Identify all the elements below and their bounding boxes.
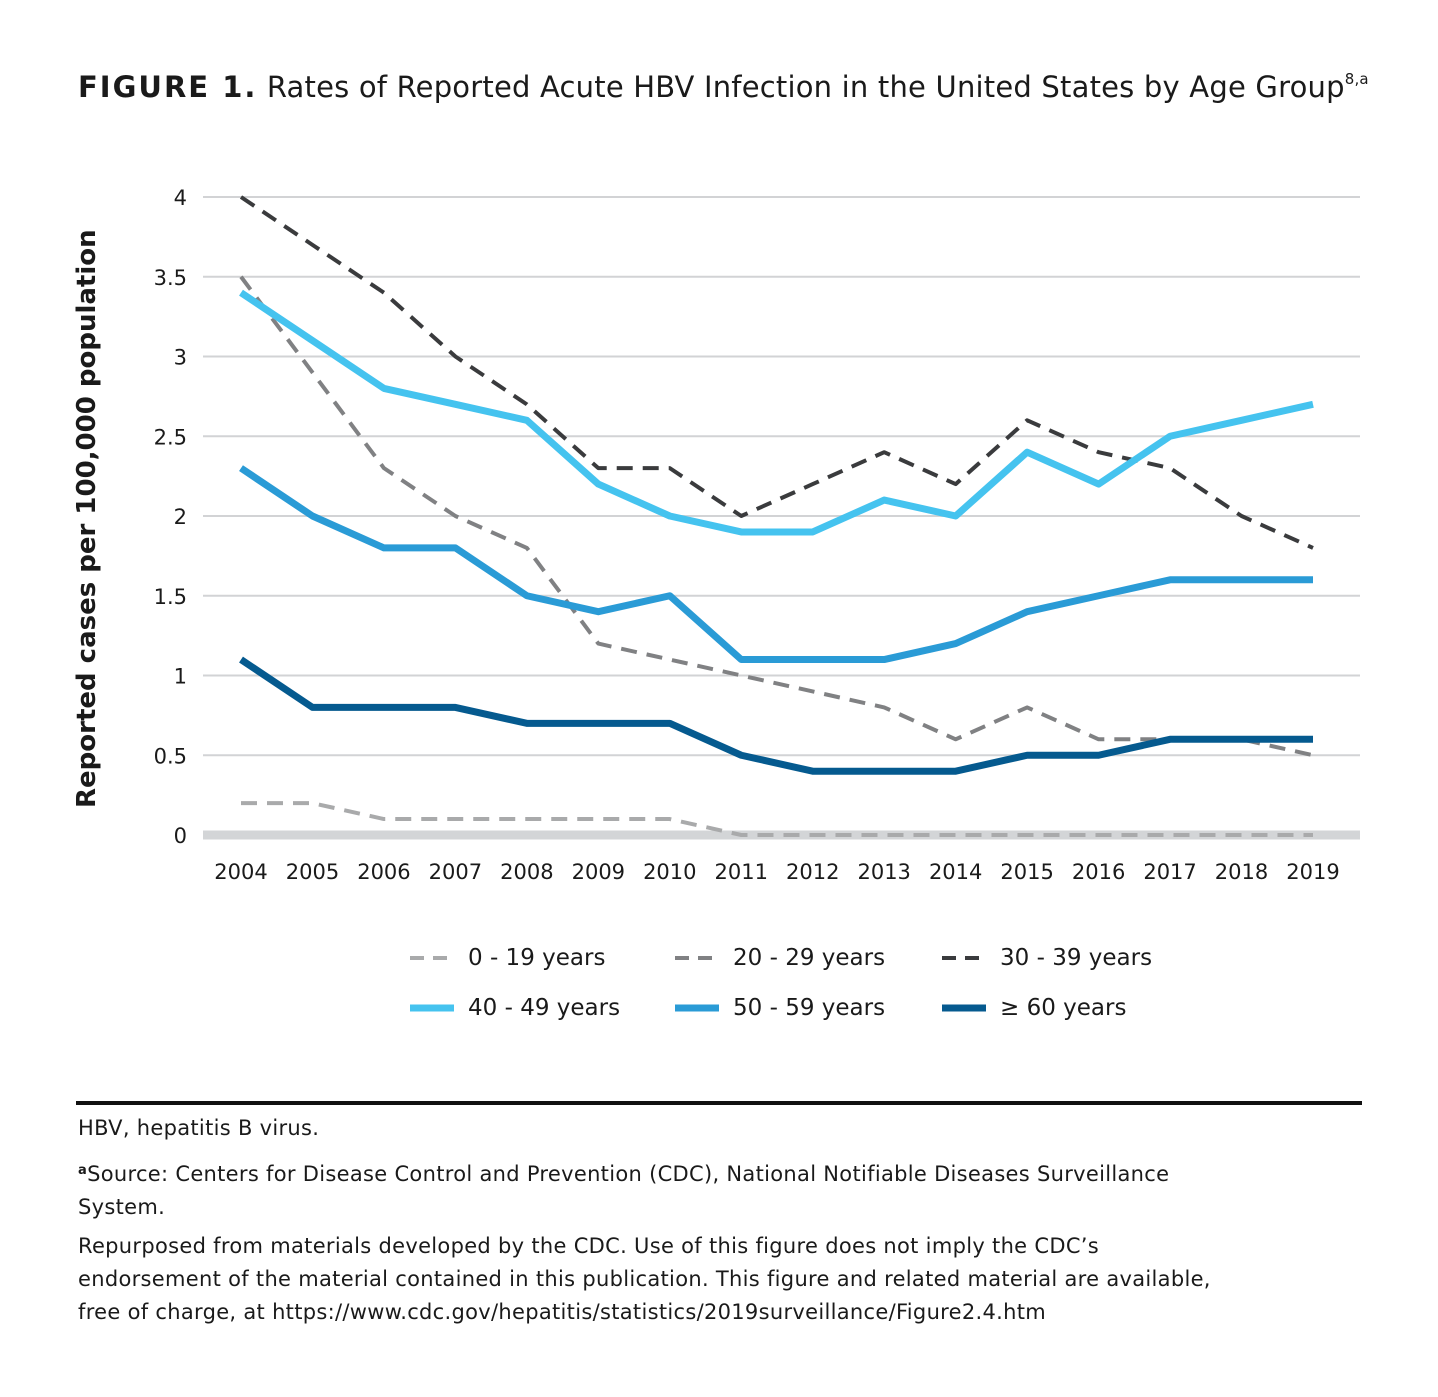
line-chart: 00.511.522.533.54 2004 2005 2006 2007 2008 20…: [154, 186, 1360, 884]
footnote-repurposed-line-3: free of charge, at https://www.cdc.gov/h…: [78, 1300, 1047, 1324]
series-line-60-years: [239, 656, 1313, 775]
legend-item: 0 - 19 years: [410, 945, 605, 971]
legend-item: 30 - 39 years: [942, 945, 1152, 971]
figure-title: FIGURE 1. Rates of Reported Acute HBV In…: [78, 70, 1369, 104]
y-tick-label: 3: [174, 346, 187, 370]
figure-title-text: Rates of Reported Acute HBV Infection in…: [266, 70, 1345, 104]
footnote-divider: [76, 1101, 1362, 1105]
legend-label: 20 - 29 years: [733, 945, 886, 971]
y-tick-label: 2.5: [154, 425, 187, 449]
x-tick-label: 2006: [357, 860, 410, 884]
legend-label: 0 - 19 years: [468, 945, 606, 971]
x-tick-label: 2011: [715, 860, 768, 884]
y-tick-label: 0: [174, 824, 187, 848]
legend-item: 50 - 59 years: [675, 995, 885, 1021]
series-line-0-19-years: [241, 801, 1313, 837]
x-tick-label: 2010: [643, 860, 696, 884]
legend-item: 40 - 49 years: [410, 995, 620, 1021]
footnote-repurposed-line-2: endorsement of the material contained in…: [78, 1267, 1211, 1291]
footnote-repurposed: Repurposed from materials developed by t…: [78, 1230, 1211, 1329]
y-tick-label: 2: [174, 505, 187, 529]
series-line-20-29-years: [239, 275, 1314, 758]
legend-swatch: [675, 1004, 719, 1012]
x-tick-label: 2018: [1215, 860, 1268, 884]
legend-label: 50 - 59 years: [733, 995, 886, 1021]
figure-title-superscript: 8,a: [1344, 70, 1369, 88]
legend-swatch: [942, 956, 986, 960]
x-tick-label: 2015: [1000, 860, 1053, 884]
legend-swatch: [942, 1004, 986, 1012]
x-tick-label: 2017: [1143, 860, 1196, 884]
legend-label: ≥ 60 years: [1000, 995, 1127, 1021]
legend-label: 30 - 39 years: [1000, 945, 1153, 971]
x-tick-label: 2005: [286, 860, 339, 884]
y-tick-label: 1.5: [154, 585, 187, 609]
x-tick-label: 2012: [786, 860, 839, 884]
x-axis-ticks: 2004 2005 2006 2007 2008 2009 2010 2011 2012 2013…: [214, 860, 1339, 884]
footnote-repurposed-line-1: Repurposed from materials developed by t…: [78, 1234, 1099, 1258]
legend-item: ≥ 60 years: [942, 995, 1126, 1021]
y-tick-label: 3.5: [154, 266, 187, 290]
legend-swatch: [410, 1004, 454, 1012]
footnote-source-line-2: System.: [78, 1195, 166, 1219]
x-tick-label: 2019: [1286, 860, 1339, 884]
series-line-30-39-years: [239, 195, 1314, 550]
series-line-40-49-years: [239, 289, 1314, 536]
x-tick-label: 2004: [214, 860, 267, 884]
legend: 0 - 19 years 20 - 29 years 30 - 39 years 40…: [410, 940, 1190, 1040]
series-lines: [239, 195, 1314, 837]
x-tick-label: 2007: [429, 860, 482, 884]
legend-label: 40 - 49 years: [468, 995, 621, 1021]
x-tick-label: 2016: [1072, 860, 1125, 884]
figure-label: FIGURE 1.: [78, 70, 258, 104]
footnote-source: aSource: Centers for Disease Control and…: [78, 1154, 1169, 1224]
y-tick-label: 1: [174, 665, 187, 689]
x-tick-label: 2013: [857, 860, 910, 884]
series-line-50-59-years: [239, 465, 1313, 664]
x-tick-label: 2009: [572, 860, 625, 884]
x-tick-label: 2014: [929, 860, 982, 884]
y-axis-ticks: 0 0.5 1 1.5 2 2.5 3 3.5 4: [154, 186, 187, 848]
footnote-source-marker: a: [78, 1163, 88, 1178]
legend-swatch: [410, 956, 454, 960]
y-tick-label: 0.5: [154, 744, 187, 768]
y-tick-label: 4: [174, 186, 187, 210]
x-tick-label: 2008: [500, 860, 553, 884]
footnote-source-line-1: Source: Centers for Disease Control and …: [87, 1162, 1170, 1186]
legend-item: 20 - 29 years: [675, 945, 885, 971]
legend-swatch: [675, 956, 719, 960]
footnote-abbreviation: HBV, hepatitis B virus.: [78, 1116, 320, 1140]
